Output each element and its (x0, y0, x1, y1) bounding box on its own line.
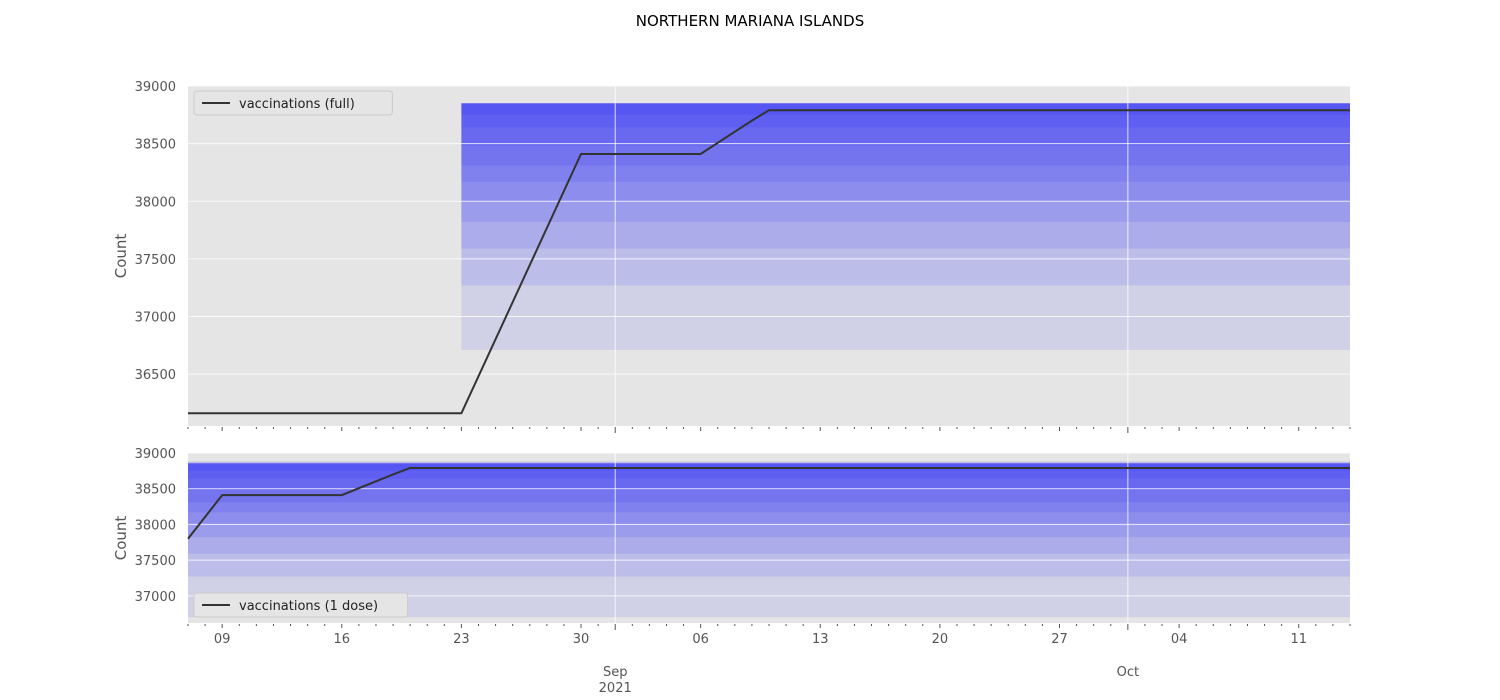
y-tick-label: 37000 (135, 311, 176, 326)
panel-one-dose-vaccinations: 37000 37500 38000 38500 39000 Count vaccinatio… (112, 447, 1351, 630)
y-tick-label: 39000 (135, 80, 176, 95)
x-tick-label: 04 (1171, 632, 1188, 647)
y-tick-label: 38000 (135, 518, 176, 533)
x-tick-label: 13 (812, 632, 829, 647)
forecast-band-6 (461, 103, 1351, 166)
panel-full-vaccinations: 36500 37000 37500 38000 38500 39000 Count vacci… (112, 80, 1351, 433)
forecast-band-5 (461, 103, 1351, 182)
forecast-band-1 (461, 103, 1351, 286)
y-tick-label: 39000 (135, 447, 176, 462)
x-tick-label: 06 (692, 632, 709, 647)
x-tick-label: 23 (453, 632, 470, 647)
legend-entry: vaccinations (1 dose) (239, 599, 378, 614)
y-axis-label: Count (112, 234, 130, 279)
x-tick-label: 30 (573, 632, 590, 647)
plot-background (188, 86, 1350, 426)
x-major-tick-sublabel: 2021 (599, 681, 632, 696)
x-tick-label: 09 (214, 632, 231, 647)
legend-entry: vaccinations (full) (239, 97, 355, 112)
y-tick-label: 37500 (135, 253, 176, 268)
x-major-tick-label: Sep (603, 665, 628, 680)
x-tick-label: 16 (334, 632, 351, 647)
x-tick-label: 27 (1051, 632, 1068, 647)
legend: vaccinations (full) (193, 90, 393, 116)
x-tick-label: 11 (1290, 632, 1307, 647)
forecast-band-3 (461, 103, 1351, 222)
forecast-band-2 (461, 103, 1351, 249)
series-line (187, 467, 1350, 540)
x-tick-label: 20 (932, 632, 949, 647)
forecast-band-6 (188, 463, 1350, 503)
forecast-band-0 (461, 103, 1351, 350)
chart-title: NORTHERN MARIANA ISLANDS (636, 12, 864, 30)
y-tick-label: 38500 (135, 483, 176, 498)
forecast-band-0 (188, 461, 1350, 618)
y-tick-label: 36500 (135, 368, 176, 383)
forecast-band-8 (461, 103, 1351, 128)
forecast-band-9 (461, 103, 1351, 115)
forecast-band-4 (188, 463, 1350, 525)
legend-box (193, 592, 409, 618)
x-major-tick-label: Oct (1117, 665, 1139, 680)
y-tick-label: 38500 (135, 138, 176, 153)
y-tick-label: 38000 (135, 195, 176, 210)
forecast-band-4 (461, 103, 1351, 202)
forecast-band-5 (188, 463, 1350, 513)
forecast-band-1 (188, 461, 1350, 577)
legend: vaccinations (1 dose) (193, 592, 409, 618)
legend-box (193, 90, 393, 116)
y-tick-label: 37500 (135, 554, 176, 569)
y-tick-label: 37000 (135, 590, 176, 605)
y-axis-label: Count (112, 516, 130, 561)
series-line (188, 109, 1350, 415)
